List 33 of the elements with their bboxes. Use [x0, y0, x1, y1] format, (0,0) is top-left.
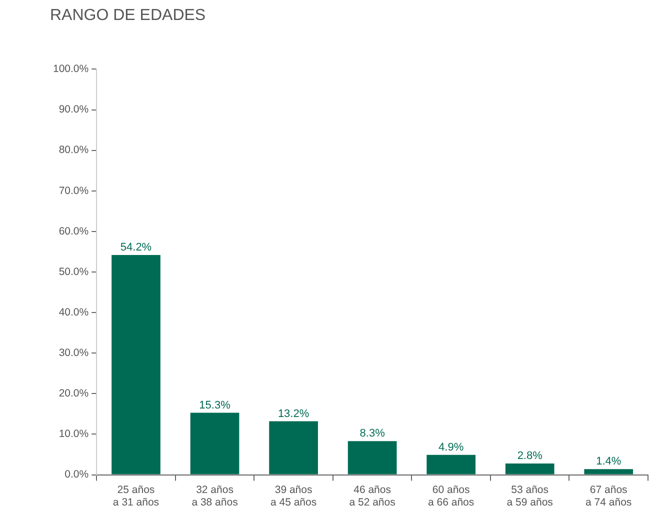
y-tick-label: 70.0%: [58, 184, 89, 197]
y-tick-label: 20.0%: [58, 388, 89, 400]
bar: [426, 454, 476, 474]
x-tick-label: 32 años a 38 años: [192, 484, 238, 509]
bar: [269, 421, 318, 474]
y-tick-label: 10.0%: [58, 428, 89, 440]
bar: [190, 412, 240, 474]
x-tick-label: 60 años a 66 años: [428, 484, 474, 509]
data-label: 13.2%: [278, 408, 310, 420]
data-label: 15.3%: [199, 399, 231, 412]
y-tick-label: 40.0%: [58, 306, 89, 318]
x-tick-label: 39 años a 45 años: [270, 484, 317, 509]
y-tick-label: 100.0%: [52, 63, 89, 76]
bar: [505, 463, 554, 474]
data-label: 1.4%: [596, 456, 622, 468]
y-tick-label: 0.0%: [64, 468, 89, 481]
y-tick-label: 50.0%: [58, 266, 89, 278]
y-tick-label: 80.0%: [58, 144, 89, 156]
data-label: 8.3%: [360, 428, 386, 440]
y-tick-label: 60.0%: [58, 225, 89, 238]
x-tick-label: 25 años a 31 años: [112, 484, 160, 509]
chart-title: RANGO DE EDADES: [50, 7, 206, 24]
bar: [112, 254, 160, 474]
y-tick-label: 90.0%: [58, 104, 89, 116]
y-tick-label: 30.0%: [58, 347, 89, 360]
data-label: 4.9%: [438, 441, 464, 454]
data-label: 2.8%: [517, 450, 543, 462]
data-label: 54.2%: [120, 241, 152, 254]
bar: [584, 469, 634, 474]
bar: [348, 441, 397, 474]
x-tick-label: 53 años a 59 años: [506, 484, 553, 509]
x-tick-label: 46 años a 52 años: [349, 484, 396, 509]
x-tick-label: 67 años a 74 años: [586, 484, 632, 509]
